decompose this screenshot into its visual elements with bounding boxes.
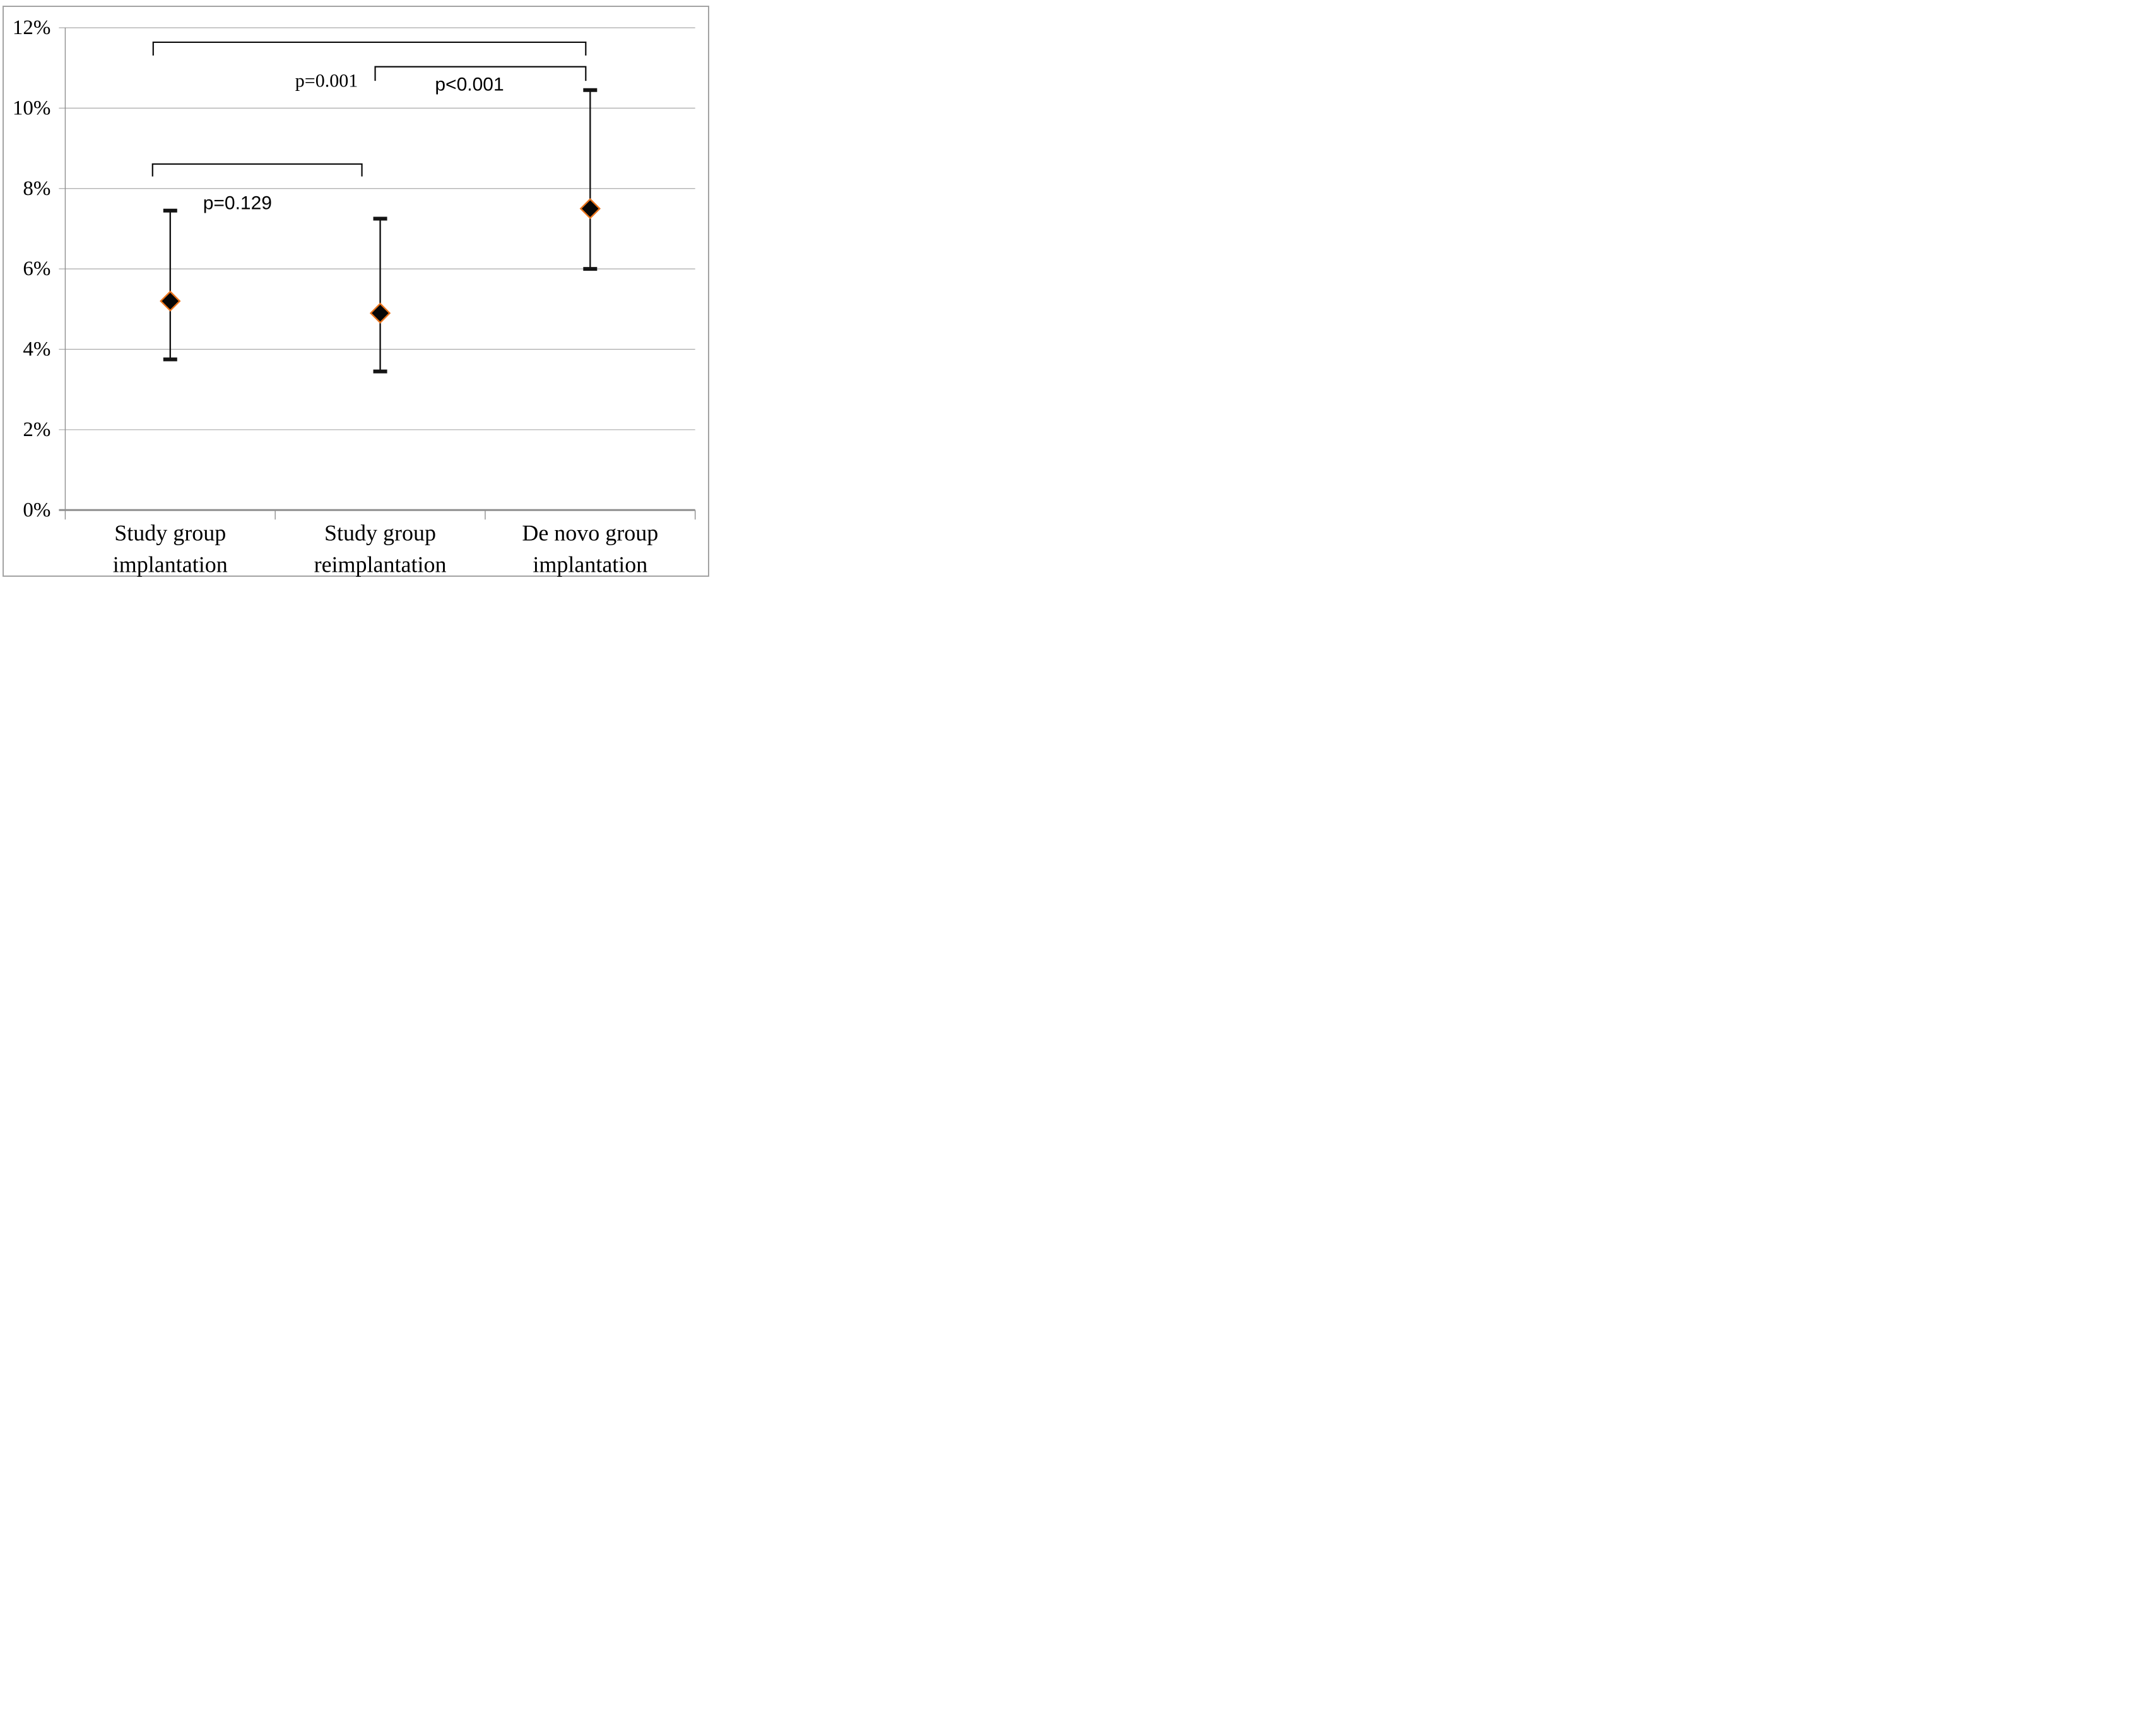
y-tick-label: 4% — [23, 338, 50, 361]
p-value-label: p=0.001 — [295, 70, 358, 91]
p-value-label: p<0.001 — [435, 74, 504, 95]
data-point-diamond — [160, 290, 181, 312]
data-point-diamond — [369, 302, 391, 324]
p-value-label: p=0.129 — [203, 193, 272, 214]
y-tick-label: 6% — [23, 257, 50, 280]
x-category-label: Study group implantation — [113, 520, 228, 577]
y-tick-label: 12% — [13, 16, 51, 39]
y-tick-label: 8% — [23, 177, 50, 200]
figure-canvas: 0% 2% 4% 6% 8% 10% 12% Study group implantation S… — [0, 0, 711, 579]
y-tick-label: 0% — [23, 499, 50, 521]
y-tick-label: 2% — [23, 418, 50, 441]
y-tick-label: 10% — [13, 97, 51, 119]
significance-bracket — [152, 41, 587, 56]
significance-bracket — [151, 163, 363, 177]
data-point-diamond — [579, 198, 601, 220]
error-bar-chart: 0% 2% 4% 6% 8% 10% 12% Study group implantation S… — [13, 16, 696, 577]
x-category-label: De novo group implantation — [522, 520, 658, 577]
x-category-label: Study group reimplantation — [314, 520, 447, 577]
significance-bracket — [374, 66, 587, 81]
